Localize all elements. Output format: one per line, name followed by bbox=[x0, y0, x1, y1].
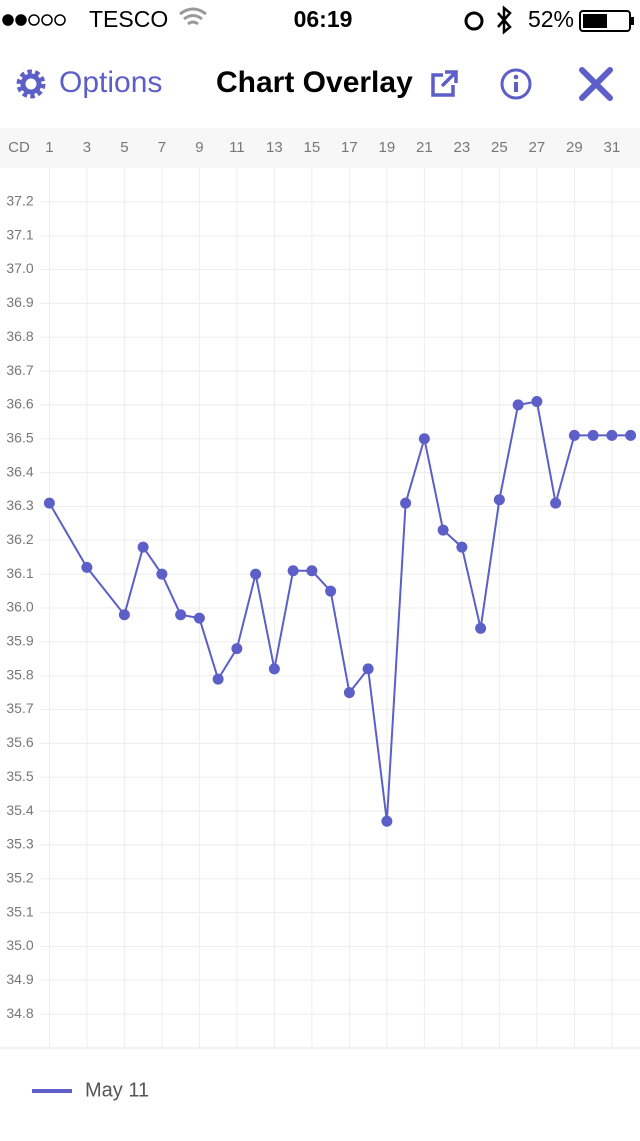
data-point bbox=[437, 524, 449, 536]
info-circle bbox=[500, 68, 532, 100]
bluetooth-icon bbox=[497, 5, 512, 35]
x-tick-label: 23 bbox=[454, 139, 471, 156]
y-tick-label: 35.7 bbox=[6, 700, 33, 716]
y-tick-label: 37.0 bbox=[6, 260, 33, 276]
x-axis-band bbox=[0, 128, 640, 168]
data-point bbox=[268, 663, 280, 675]
data-point bbox=[606, 429, 618, 441]
battery-icon bbox=[579, 10, 631, 32]
battery-level bbox=[583, 14, 607, 28]
x-tick-label: 3 bbox=[83, 139, 91, 156]
x-tick-label: 29 bbox=[566, 139, 583, 156]
y-tick-label: 36.0 bbox=[6, 599, 33, 615]
y-tick-label: 37.1 bbox=[6, 226, 33, 242]
y-tick-label: 36.7 bbox=[6, 362, 33, 378]
y-tick-label: 36.5 bbox=[6, 429, 33, 445]
data-point bbox=[231, 643, 243, 655]
signal bbox=[2, 14, 66, 26]
wifi-icon bbox=[179, 7, 207, 26]
x-tick-label: 19 bbox=[379, 139, 396, 156]
gear-body bbox=[20, 73, 42, 95]
data-point bbox=[137, 541, 149, 553]
x-tick-label: 21 bbox=[416, 139, 433, 156]
data-point bbox=[475, 622, 487, 634]
data-point bbox=[343, 687, 355, 699]
data-point bbox=[550, 497, 562, 509]
data-point bbox=[362, 663, 374, 675]
alarm-icon bbox=[464, 11, 484, 31]
x-axis-label: CD bbox=[8, 139, 30, 156]
data-point bbox=[175, 609, 187, 621]
y-tick-label: 35.4 bbox=[6, 802, 33, 818]
battery-tip bbox=[631, 17, 634, 25]
info-button[interactable] bbox=[500, 68, 532, 100]
carrier: TESCO bbox=[89, 6, 168, 32]
external-link-icon[interactable] bbox=[431, 70, 458, 97]
data-point bbox=[381, 815, 393, 827]
x-tick-label: 27 bbox=[529, 139, 546, 156]
data-point bbox=[625, 429, 637, 441]
x-tick-label: 11 bbox=[229, 139, 245, 156]
y-tick-label: 36.2 bbox=[6, 531, 33, 547]
x-tick-label: 5 bbox=[120, 139, 128, 156]
y-tick-label: 34.9 bbox=[6, 971, 33, 987]
data-point bbox=[531, 396, 543, 408]
y-tick-label: 36.6 bbox=[6, 396, 33, 412]
x-tick-label: 13 bbox=[266, 139, 283, 156]
data-point bbox=[193, 612, 205, 624]
options-button[interactable]: Options bbox=[16, 66, 162, 99]
y-tick-label: 36.3 bbox=[6, 497, 33, 513]
data-point bbox=[568, 429, 580, 441]
data-point bbox=[493, 494, 505, 506]
x-tick-label: 1 bbox=[45, 139, 53, 156]
gear-icon bbox=[16, 69, 46, 99]
data-point bbox=[118, 609, 130, 621]
data-point bbox=[456, 541, 468, 553]
x-tick-label: 15 bbox=[304, 139, 321, 156]
legend-label: May 11 bbox=[85, 1079, 149, 1101]
data-point bbox=[400, 497, 412, 509]
y-tick-label: 35.6 bbox=[6, 734, 33, 750]
clock: 06:19 bbox=[294, 6, 353, 32]
data-line bbox=[48, 400, 631, 822]
data-point bbox=[418, 433, 430, 445]
info-dot bbox=[513, 74, 519, 80]
nav-title: Chart Overlay bbox=[216, 66, 413, 99]
x-tick-label: 31 bbox=[604, 139, 621, 156]
data-point bbox=[512, 399, 524, 411]
data-point bbox=[212, 673, 224, 685]
y-tick-label: 35.8 bbox=[6, 666, 33, 682]
info-stem bbox=[514, 82, 518, 92]
data-point bbox=[287, 565, 299, 577]
data-point bbox=[156, 568, 168, 580]
y-tick-label: 37.2 bbox=[6, 193, 33, 209]
data-point bbox=[81, 561, 93, 573]
x-tick-label: 17 bbox=[341, 139, 358, 156]
y-tick-label: 36.9 bbox=[6, 294, 33, 310]
y-tick-label: 36.8 bbox=[6, 328, 33, 344]
data-point bbox=[250, 568, 262, 580]
y-tick-label: 35.0 bbox=[6, 937, 33, 953]
x-tick-label: 25 bbox=[491, 139, 508, 156]
y-tick-label: 35.1 bbox=[6, 903, 33, 919]
battery-percent: 52% bbox=[528, 6, 574, 32]
data-point bbox=[43, 497, 55, 509]
x-tick-label: 7 bbox=[158, 139, 166, 156]
y-tick-label: 36.4 bbox=[6, 463, 33, 479]
y-tick-label: 34.8 bbox=[6, 1005, 33, 1021]
y-tick-label: 35.5 bbox=[6, 768, 33, 784]
data-point bbox=[587, 429, 599, 441]
close-button[interactable] bbox=[579, 67, 613, 101]
data-point bbox=[325, 585, 337, 597]
y-tick-label: 35.9 bbox=[6, 633, 33, 649]
y-tick-label: 36.1 bbox=[6, 565, 33, 581]
y-tick-label: 35.2 bbox=[6, 869, 33, 885]
data-point bbox=[306, 565, 318, 577]
options-label: Options bbox=[59, 66, 162, 99]
y-tick-label: 35.3 bbox=[6, 836, 33, 852]
x-tick-label: 9 bbox=[195, 139, 203, 156]
